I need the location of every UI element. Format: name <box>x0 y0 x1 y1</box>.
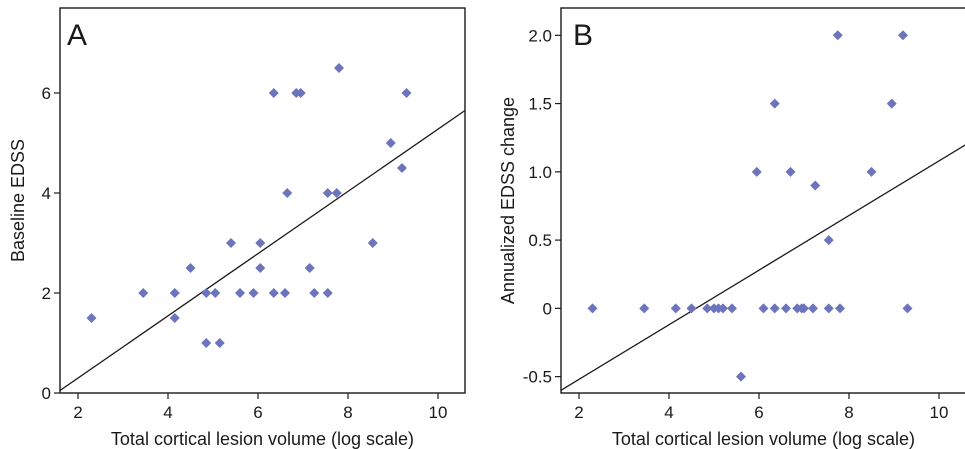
data-point <box>727 303 737 314</box>
regression-line <box>59 109 466 392</box>
data-point <box>670 303 681 314</box>
data-point <box>808 303 818 314</box>
data-point <box>866 166 877 177</box>
panel-label: B <box>573 19 593 52</box>
data-point <box>898 30 908 41</box>
data-point <box>226 238 236 248</box>
data-point <box>769 98 780 109</box>
x-tick-label: 10 <box>429 403 448 422</box>
data-point <box>902 303 913 314</box>
data-point <box>587 303 598 314</box>
y-tick-label: 0.5 <box>528 231 552 250</box>
x-tick-label: 2 <box>73 403 82 422</box>
data-point <box>823 235 834 246</box>
data-point <box>769 303 780 314</box>
data-point <box>268 88 279 98</box>
tick-labels: 2 4 6 8 10 0 2 4 6 <box>42 84 448 422</box>
data-point <box>799 303 809 314</box>
data-point <box>86 313 97 323</box>
data-point <box>185 263 196 273</box>
y-tick-label: 2.0 <box>528 26 552 45</box>
tick-marks <box>54 92 439 399</box>
data-points <box>86 63 412 348</box>
y-tick-label: 4 <box>42 184 51 203</box>
data-point <box>280 288 290 298</box>
x-tick-label: 4 <box>664 403 673 422</box>
y-axis-title: Annualized EDSS change <box>498 97 518 304</box>
data-point <box>823 303 834 314</box>
data-point <box>268 288 279 298</box>
x-tick-label: 8 <box>343 403 352 422</box>
x-tick-label: 4 <box>163 403 172 422</box>
y-tick-label: 1.5 <box>528 95 552 114</box>
data-point <box>334 63 344 73</box>
data-point <box>401 88 412 98</box>
data-point <box>248 288 259 298</box>
data-point <box>322 288 333 298</box>
data-point <box>282 188 293 198</box>
y-tick-label: 2 <box>42 284 51 303</box>
x-tick-label: 6 <box>253 403 262 422</box>
y-tick-label: 6 <box>42 84 51 103</box>
x-axis-title: Total cortical lesion volume (log scale) <box>612 429 915 449</box>
data-point <box>785 166 796 177</box>
data-point <box>886 98 897 109</box>
data-point <box>736 371 746 382</box>
data-point <box>214 338 225 348</box>
data-point <box>810 180 821 191</box>
data-point <box>758 303 769 314</box>
data-point <box>686 303 697 314</box>
x-axis-title: Total cortical lesion volume (log scale) <box>111 429 414 449</box>
data-point <box>702 303 713 314</box>
y-tick-label: 1.0 <box>528 163 552 182</box>
x-tick-label: 2 <box>574 403 583 422</box>
data-point <box>235 288 245 298</box>
y-tick-label: 0 <box>543 299 552 318</box>
data-point <box>751 166 762 177</box>
data-point <box>718 303 728 314</box>
tick-labels: 2 4 6 8 10 -0.5 0 0.5 1.0 1.5 2.0 <box>523 26 949 422</box>
data-point <box>832 30 843 41</box>
data-point <box>201 288 212 298</box>
data-point <box>169 313 180 323</box>
data-point <box>295 88 306 98</box>
plot-frame <box>59 7 466 394</box>
panel-label: A <box>67 19 87 52</box>
data-point <box>210 288 221 298</box>
x-tick-label: 8 <box>844 403 853 422</box>
regression-line <box>560 144 965 391</box>
y-axis-title: Baseline EDSS <box>8 139 28 262</box>
tick-marks <box>555 34 940 399</box>
data-point <box>385 138 396 148</box>
y-tick-label: 0 <box>42 384 51 403</box>
fit-line-group <box>59 109 466 392</box>
data-point <box>201 338 212 348</box>
data-point <box>304 263 315 273</box>
data-point <box>255 263 266 273</box>
fit-line-group <box>560 144 965 391</box>
data-points <box>587 30 913 382</box>
plot-frame <box>560 7 965 394</box>
data-point <box>331 188 342 198</box>
data-point <box>255 238 266 248</box>
x-tick-label: 10 <box>930 403 949 422</box>
panel-a: 2 4 6 8 10 0 2 4 6 A Total cortical lesion volum… <box>8 7 466 449</box>
data-point <box>169 288 180 298</box>
data-point <box>639 303 650 314</box>
data-point <box>309 288 320 298</box>
data-point <box>835 303 845 314</box>
data-point <box>322 188 333 198</box>
data-point <box>138 288 149 298</box>
data-point <box>367 238 378 248</box>
data-point <box>397 163 407 173</box>
y-tick-label: -0.5 <box>523 368 552 387</box>
x-tick-label: 6 <box>754 403 763 422</box>
panel-b: 2 4 6 8 10 -0.5 0 0.5 1.0 1.5 2.0 B Total cortical… <box>498 7 965 449</box>
data-point <box>781 303 791 314</box>
